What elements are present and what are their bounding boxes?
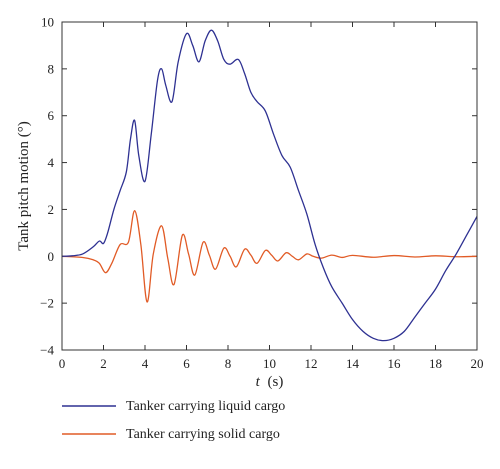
x-axis-label-variable: t bbox=[256, 374, 261, 390]
legend-label-solid-cargo: Tanker carrying solid cargo bbox=[126, 427, 280, 442]
series-line-solid-cargo bbox=[61, 209, 478, 303]
x-tick-label: 18 bbox=[429, 356, 442, 371]
x-tick-label: 14 bbox=[346, 356, 360, 371]
y-tick-label: 10 bbox=[41, 15, 54, 30]
x-tick-label: 16 bbox=[388, 356, 402, 371]
series-layer bbox=[61, 29, 478, 342]
x-tick-label: 0 bbox=[59, 356, 66, 371]
legend: Tanker carrying liquid cargo Tanker carr… bbox=[62, 399, 285, 442]
ticks-layer bbox=[61, 21, 478, 351]
x-tick-label: 4 bbox=[142, 356, 149, 371]
y-axis-label: Tank pitch motion (°) bbox=[16, 121, 32, 251]
x-tick-label: 10 bbox=[263, 356, 276, 371]
y-tick-label: −4 bbox=[40, 343, 54, 358]
series-line-liquid-cargo bbox=[61, 29, 478, 342]
y-tick-label: 6 bbox=[48, 108, 55, 123]
y-tick-label: 8 bbox=[48, 61, 55, 76]
x-axis-label: t (s) bbox=[256, 374, 284, 390]
x-tick-label: 2 bbox=[100, 356, 107, 371]
y-tick-label: 2 bbox=[48, 202, 55, 217]
y-tick-label: 0 bbox=[48, 249, 55, 264]
x-tick-label: 6 bbox=[183, 356, 190, 371]
x-tick-label: 20 bbox=[471, 356, 484, 371]
x-tick-label: 12 bbox=[305, 356, 318, 371]
y-tick-label: −2 bbox=[40, 296, 54, 311]
tick-labels-layer: 0 2 4 6 8 10 12 14 16 18 20 −4 −2 0 2 4 6 8 10 bbox=[40, 15, 483, 372]
plot-frame bbox=[61, 21, 478, 351]
x-axis-label-unit: (s) bbox=[268, 374, 284, 390]
legend-label-liquid-cargo: Tanker carrying liquid cargo bbox=[126, 399, 285, 414]
y-tick-label: 4 bbox=[48, 155, 55, 170]
x-tick-label: 8 bbox=[225, 356, 232, 371]
